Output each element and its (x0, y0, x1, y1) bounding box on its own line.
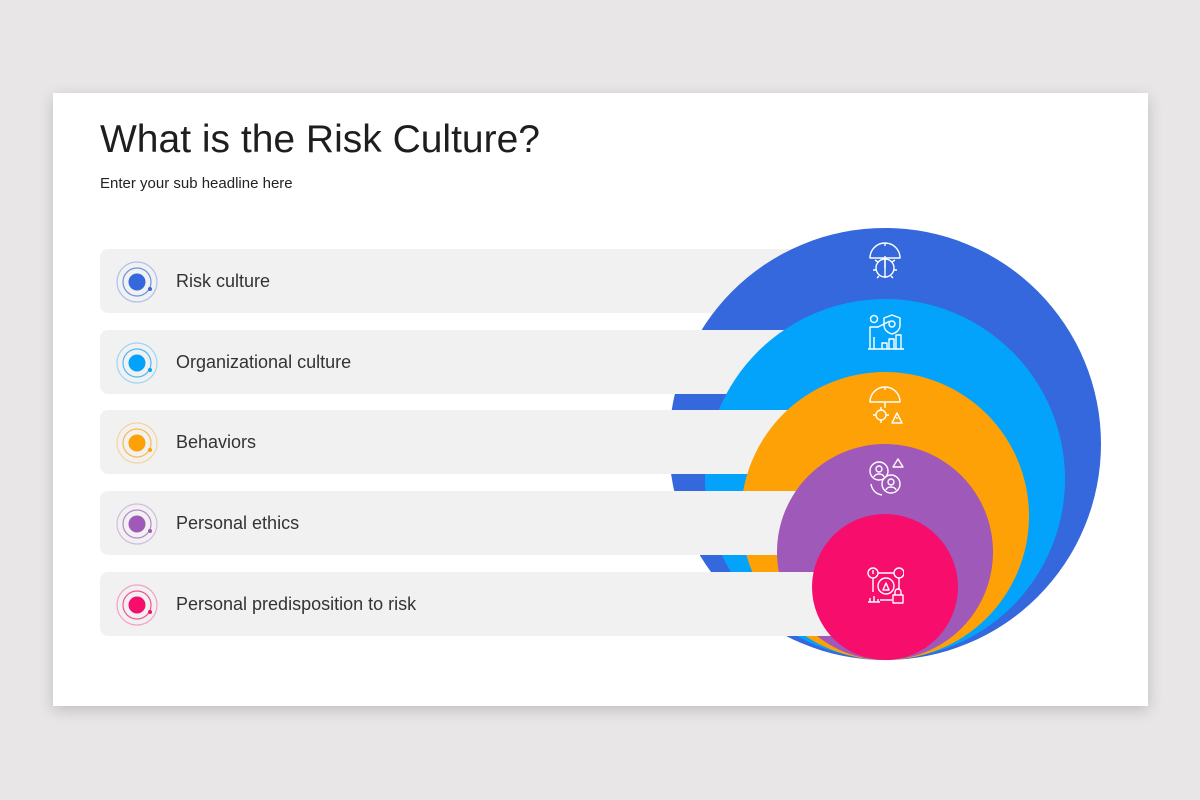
list-item-personal-predisposition-to-risk: Personal predisposition to risk (100, 572, 840, 636)
target-dot-icon (116, 422, 158, 464)
gears-people-warning-icon (869, 458, 904, 496)
risk-network-icon (867, 567, 904, 604)
item-label: Personal ethics (176, 513, 300, 533)
page-title: What is the Risk Culture? (100, 118, 540, 161)
page-subtitle: Enter your sub headline here (100, 175, 293, 192)
target-dot-icon (116, 503, 158, 545)
target-dot-icon (116, 584, 158, 626)
circle-layer-5 (812, 514, 958, 660)
target-dot-icon (116, 261, 158, 303)
list-item-personal-ethics: Personal ethics (100, 491, 840, 555)
item-label: Personal predisposition to risk (176, 594, 417, 614)
umbrella-gear-icon (869, 242, 901, 279)
item-label: Organizational culture (176, 352, 352, 372)
list-item-risk-culture: Risk culture (100, 249, 840, 313)
person-shield-chart-icon (868, 314, 904, 350)
item-label: Risk culture (176, 271, 271, 291)
list-item-organizational-culture: Organizational culture (100, 330, 840, 394)
item-label: Behaviors (176, 432, 257, 452)
umbrella-gear-warning-icon (869, 386, 903, 424)
target-dot-icon (116, 342, 158, 384)
list-item-behaviors: Behaviors (100, 410, 840, 474)
